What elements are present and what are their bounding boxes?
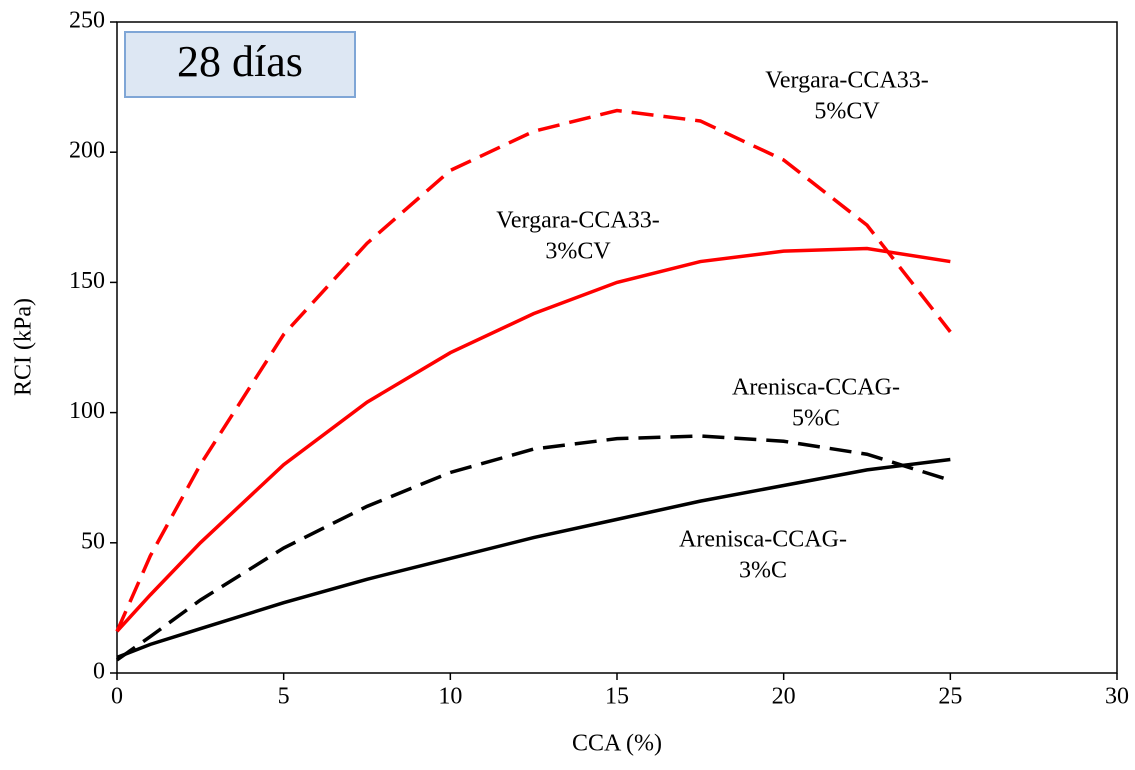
y-axis-label: RCI (kPa) [11,298,37,396]
x-tick-label: 0 [111,684,123,710]
y-tick-label: 200 [69,138,105,164]
annotation: 5%C [792,406,840,432]
y-tick-label: 150 [69,268,105,294]
x-tick-label: 30 [1105,684,1129,710]
x-tick-label: 10 [438,684,462,710]
x-tick-label: 15 [605,684,629,710]
x-axis-label: CCA (%) [572,731,662,757]
annotation: Arenisca-CCAG- [679,527,847,553]
annotation: Arenisca-CCAG- [732,375,900,401]
series-line [115,108,952,633]
annotation: Vergara-CCA33- [496,208,660,234]
y-tick-label: 250 [69,8,105,34]
annotation: Vergara-CCA33- [765,68,929,94]
x-tick-label: 5 [278,684,290,710]
annotation: 3%CV [545,239,611,265]
plot-frame [116,21,1118,674]
x-tick-label: 20 [772,684,796,710]
y-tick-label: 100 [69,398,105,424]
badge-box [124,31,356,98]
y-tick-label: 50 [81,528,105,554]
series-line [116,457,951,660]
series-line [115,246,951,633]
x-tick-label: 25 [938,684,962,710]
annotation: 3%C [739,558,787,584]
badge: 28 días [177,37,303,86]
y-tick-label: 0 [93,659,105,685]
annotation: 5%CV [814,99,880,125]
series-line [115,434,951,662]
